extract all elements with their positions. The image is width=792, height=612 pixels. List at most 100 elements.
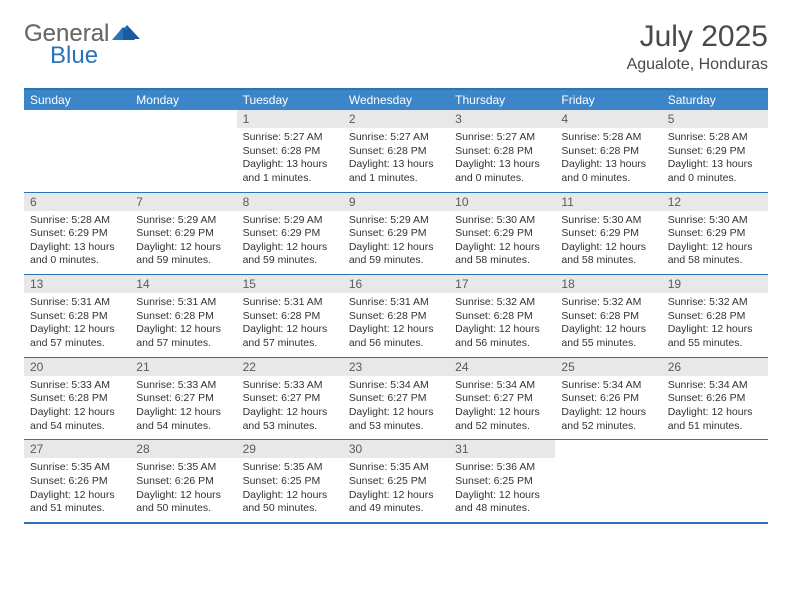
cell-content: Sunrise: 5:35 AMSunset: 6:26 PMDaylight:… bbox=[130, 461, 236, 516]
cell-content: Sunrise: 5:34 AMSunset: 6:26 PMDaylight:… bbox=[662, 379, 768, 434]
day-header: Sunday bbox=[24, 90, 130, 110]
cell-content: Sunrise: 5:29 AMSunset: 6:29 PMDaylight:… bbox=[343, 214, 449, 269]
cell-content: Sunrise: 5:29 AMSunset: 6:29 PMDaylight:… bbox=[237, 214, 343, 269]
cell-content: Sunrise: 5:32 AMSunset: 6:28 PMDaylight:… bbox=[662, 296, 768, 351]
day-number: 16 bbox=[343, 275, 449, 293]
calendar-cell: 26 Sunrise: 5:34 AMSunset: 6:26 PMDayligh… bbox=[662, 358, 768, 440]
calendar-cell: . bbox=[130, 110, 236, 192]
day-number: 14 bbox=[130, 275, 236, 293]
calendar-cell: 15 Sunrise: 5:31 AMSunset: 6:28 PMDayligh… bbox=[237, 275, 343, 357]
cell-content: Sunrise: 5:31 AMSunset: 6:28 PMDaylight:… bbox=[237, 296, 343, 351]
cell-content: Sunrise: 5:30 AMSunset: 6:29 PMDaylight:… bbox=[449, 214, 555, 269]
week-row: 13Sunrise: 5:31 AMSunset: 6:28 PMDayligh… bbox=[24, 274, 768, 357]
day-number: 20 bbox=[24, 358, 130, 376]
day-number: 26 bbox=[662, 358, 768, 376]
day-number: 4 bbox=[555, 110, 661, 128]
cell-content: Sunrise: 5:35 AMSunset: 6:25 PMDaylight:… bbox=[237, 461, 343, 516]
calendar-cell: 1 Sunrise: 5:27 AMSunset: 6:28 PMDaylight… bbox=[237, 110, 343, 192]
day-number: 31 bbox=[449, 440, 555, 458]
cell-content: Sunrise: 5:32 AMSunset: 6:28 PMDaylight:… bbox=[449, 296, 555, 351]
day-header: Saturday bbox=[662, 90, 768, 110]
cell-content: Sunrise: 5:27 AMSunset: 6:28 PMDaylight:… bbox=[237, 131, 343, 186]
calendar-cell: 28Sunrise: 5:35 AMSunset: 6:26 PMDayligh… bbox=[130, 440, 236, 522]
day-number: 30 bbox=[343, 440, 449, 458]
cell-content: Sunrise: 5:33 AMSunset: 6:27 PMDaylight:… bbox=[237, 379, 343, 434]
day-number: 29 bbox=[237, 440, 343, 458]
logo-stack: General Blue bbox=[24, 20, 136, 70]
calendar-cell: 16 Sunrise: 5:31 AMSunset: 6:28 PMDayligh… bbox=[343, 275, 449, 357]
day-number: 12 bbox=[662, 193, 768, 211]
day-number: 19 bbox=[662, 275, 768, 293]
cell-content: Sunrise: 5:35 AMSunset: 6:25 PMDaylight:… bbox=[343, 461, 449, 516]
cell-content: Sunrise: 5:27 AMSunset: 6:28 PMDaylight:… bbox=[449, 131, 555, 186]
calendar-cell: . bbox=[555, 440, 661, 522]
day-number: 3 bbox=[449, 110, 555, 128]
cell-content: Sunrise: 5:33 AMSunset: 6:27 PMDaylight:… bbox=[130, 379, 236, 434]
calendar-cell: 20Sunrise: 5:33 AMSunset: 6:28 PMDayligh… bbox=[24, 358, 130, 440]
cell-content: Sunrise: 5:27 AMSunset: 6:28 PMDaylight:… bbox=[343, 131, 449, 186]
day-number: 2 bbox=[343, 110, 449, 128]
cell-content: Sunrise: 5:29 AMSunset: 6:29 PMDaylight:… bbox=[130, 214, 236, 269]
cell-content: Sunrise: 5:31 AMSunset: 6:28 PMDaylight:… bbox=[130, 296, 236, 351]
week-row: 27Sunrise: 5:35 AMSunset: 6:26 PMDayligh… bbox=[24, 439, 768, 522]
day-number: 15 bbox=[237, 275, 343, 293]
cell-content: Sunrise: 5:28 AMSunset: 6:29 PMDaylight:… bbox=[662, 131, 768, 186]
cell-content: Sunrise: 5:34 AMSunset: 6:26 PMDaylight:… bbox=[555, 379, 661, 434]
cell-content: Sunrise: 5:31 AMSunset: 6:28 PMDaylight:… bbox=[24, 296, 130, 351]
calendar-cell: 23Sunrise: 5:34 AMSunset: 6:27 PMDayligh… bbox=[343, 358, 449, 440]
day-number: 1 bbox=[237, 110, 343, 128]
calendar-cell: 18Sunrise: 5:32 AMSunset: 6:28 PMDayligh… bbox=[555, 275, 661, 357]
cell-content: Sunrise: 5:35 AMSunset: 6:26 PMDaylight:… bbox=[24, 461, 130, 516]
day-number: 24 bbox=[449, 358, 555, 376]
calendar-cell: 6 Sunrise: 5:28 AMSunset: 6:29 PMDaylight… bbox=[24, 193, 130, 275]
calendar-cell: 29 Sunrise: 5:35 AMSunset: 6:25 PMDayligh… bbox=[237, 440, 343, 522]
calendar-cell: 30 Sunrise: 5:35 AMSunset: 6:25 PMDayligh… bbox=[343, 440, 449, 522]
logo-triangle-icon2 bbox=[112, 20, 136, 48]
day-number: 6 bbox=[24, 193, 130, 211]
calendar-cell: . bbox=[24, 110, 130, 192]
calendar-cell: 12Sunrise: 5:30 AMSunset: 6:29 PMDayligh… bbox=[662, 193, 768, 275]
day-number: 7 bbox=[130, 193, 236, 211]
cell-content: Sunrise: 5:28 AMSunset: 6:29 PMDaylight:… bbox=[24, 214, 130, 269]
cell-content: Sunrise: 5:31 AMSunset: 6:28 PMDaylight:… bbox=[343, 296, 449, 351]
calendar-cell: 7 Sunrise: 5:29 AMSunset: 6:29 PMDaylight… bbox=[130, 193, 236, 275]
month-title: July 2025 bbox=[627, 20, 768, 54]
calendar-cell: 22 Sunrise: 5:33 AMSunset: 6:27 PMDayligh… bbox=[237, 358, 343, 440]
calendar-cell: 21 Sunrise: 5:33 AMSunset: 6:27 PMDayligh… bbox=[130, 358, 236, 440]
day-number: 22 bbox=[237, 358, 343, 376]
calendar-cell: . bbox=[662, 440, 768, 522]
day-number: 17 bbox=[449, 275, 555, 293]
calendar-cell: 5 Sunrise: 5:28 AMSunset: 6:29 PMDaylight… bbox=[662, 110, 768, 192]
day-number: 5 bbox=[662, 110, 768, 128]
day-number: 18 bbox=[555, 275, 661, 293]
week-row: 6 Sunrise: 5:28 AMSunset: 6:29 PMDaylight… bbox=[24, 192, 768, 275]
day-header: Thursday bbox=[449, 90, 555, 110]
cell-content: Sunrise: 5:28 AMSunset: 6:28 PMDaylight:… bbox=[555, 131, 661, 186]
calendar-cell: 27 Sunrise: 5:35 AMSunset: 6:26 PMDayligh… bbox=[24, 440, 130, 522]
day-number: 10 bbox=[449, 193, 555, 211]
calendar: SundayMondayTuesdayWednesdayThursdayFrid… bbox=[24, 88, 768, 524]
calendar-cell: 17 Sunrise: 5:32 AMSunset: 6:28 PMDayligh… bbox=[449, 275, 555, 357]
calendar-cell: 25Sunrise: 5:34 AMSunset: 6:26 PMDayligh… bbox=[555, 358, 661, 440]
cell-content: Sunrise: 5:34 AMSunset: 6:27 PMDaylight:… bbox=[449, 379, 555, 434]
day-number: 23 bbox=[343, 358, 449, 376]
day-number: 8 bbox=[237, 193, 343, 211]
calendar-cell: 13 Sunrise: 5:31 AMSunset: 6:28 PMDayligh… bbox=[24, 275, 130, 357]
calendar-cell: 8 Sunrise: 5:29 AMSunset: 6:29 PMDaylight… bbox=[237, 193, 343, 275]
day-number: 27 bbox=[24, 440, 130, 458]
day-number: 11 bbox=[555, 193, 661, 211]
day-number: 13 bbox=[24, 275, 130, 293]
calendar-cell: 10 Sunrise: 5:30 AMSunset: 6:29 PMDayligh… bbox=[449, 193, 555, 275]
day-number: 21 bbox=[130, 358, 236, 376]
calendar-cell: 19 Sunrise: 5:32 AMSunset: 6:28 PMDayligh… bbox=[662, 275, 768, 357]
title-block: July 2025 Agualote, Honduras bbox=[627, 20, 768, 74]
calendar-cell: 4 Sunrise: 5:28 AMSunset: 6:28 PMDaylight… bbox=[555, 110, 661, 192]
location: Agualote, Honduras bbox=[627, 56, 768, 74]
day-number: 9 bbox=[343, 193, 449, 211]
week-row: 20Sunrise: 5:33 AMSunset: 6:28 PMDayligh… bbox=[24, 357, 768, 440]
calendar-cell: 24 Sunrise: 5:34 AMSunset: 6:27 PMDayligh… bbox=[449, 358, 555, 440]
day-header: Friday bbox=[555, 90, 661, 110]
calendar-cell: 31Sunrise: 5:36 AMSunset: 6:25 PMDayligh… bbox=[449, 440, 555, 522]
calendar-cell: 14 Sunrise: 5:31 AMSunset: 6:28 PMDayligh… bbox=[130, 275, 236, 357]
calendar-cell: 11Sunrise: 5:30 AMSunset: 6:29 PMDayligh… bbox=[555, 193, 661, 275]
